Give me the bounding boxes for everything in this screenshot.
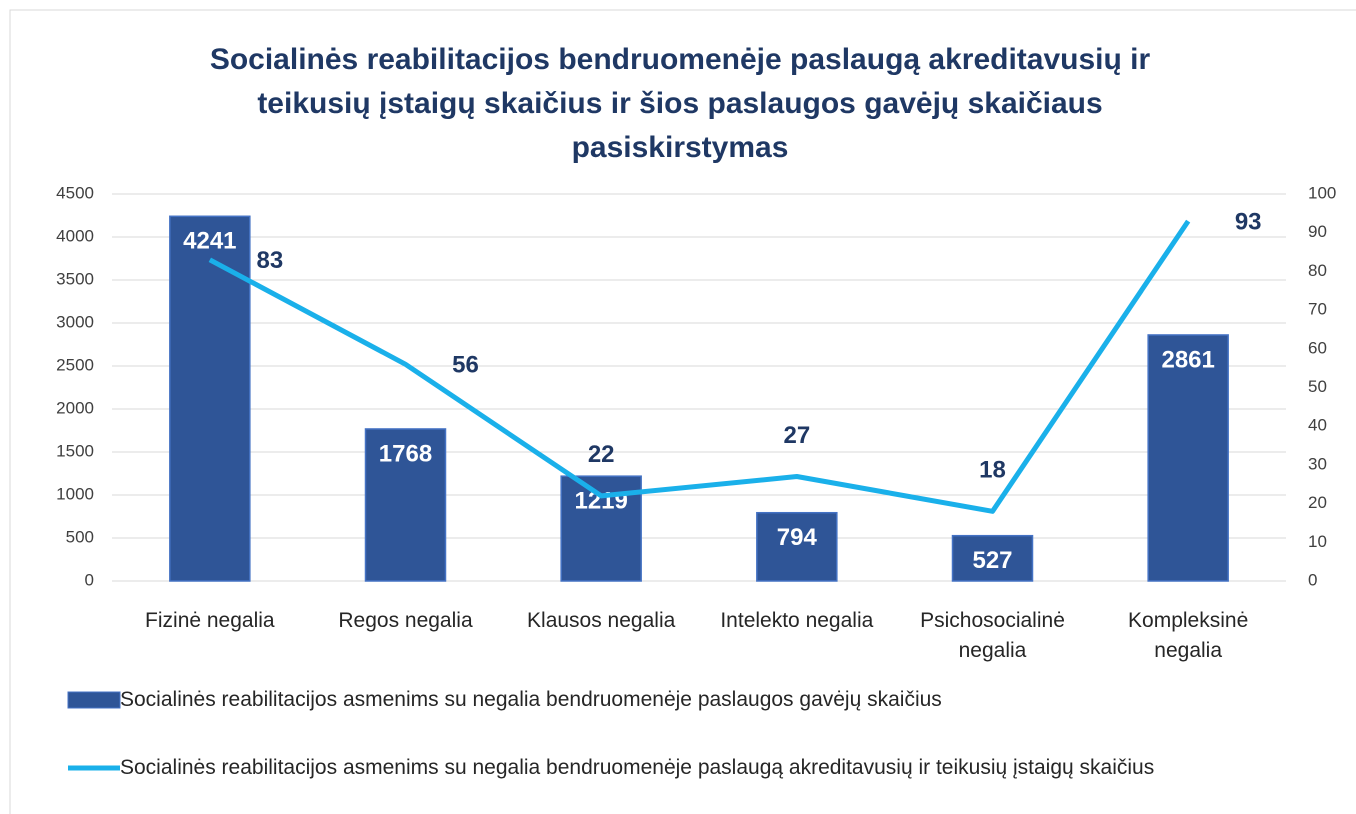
x-tick-label: Intelekto negalia bbox=[720, 609, 874, 632]
y2-tick-label: 80 bbox=[1308, 261, 1327, 280]
y-tick-label: 1500 bbox=[56, 441, 94, 460]
y-tick-label: 3000 bbox=[56, 312, 94, 331]
line-value-label: 83 bbox=[256, 247, 283, 274]
bar bbox=[951, 534, 1034, 582]
legend-swatch bbox=[67, 691, 121, 709]
bar-value-label: 4241 bbox=[183, 228, 236, 255]
bar-value-label: 794 bbox=[777, 524, 818, 551]
legend-text: Socialinės reabilitacijos asmenims su ne… bbox=[120, 756, 1155, 779]
bar-value-label: 2861 bbox=[1161, 346, 1214, 373]
y2-tick-label: 50 bbox=[1308, 377, 1327, 396]
y2-tick-label: 90 bbox=[1308, 222, 1327, 241]
line bbox=[208, 219, 1191, 514]
y2-tick-label: 20 bbox=[1308, 493, 1327, 512]
line-value-label: 27 bbox=[783, 422, 810, 449]
chart-title: Socialinės reabilitacijos bendruomenėje … bbox=[209, 43, 1151, 164]
x-tick-label: Psichosocialinė negalia bbox=[920, 609, 1065, 662]
line-value-label: 22 bbox=[588, 441, 615, 468]
y-tick-label: 3500 bbox=[56, 269, 94, 288]
y2-tick-label: 10 bbox=[1308, 532, 1327, 551]
x-tick-label: Fizinė negalia bbox=[145, 609, 275, 632]
y2-tick-label: 30 bbox=[1308, 454, 1327, 473]
legend-text: Socialinės reabilitacijos asmenims su ne… bbox=[120, 688, 942, 711]
line-value-label: 18 bbox=[979, 457, 1006, 484]
y-tick-label: 0 bbox=[85, 570, 94, 589]
bar bbox=[1147, 334, 1229, 582]
x-tick-label: Regos negalia bbox=[338, 609, 473, 632]
frame bbox=[9, 9, 1356, 814]
x-tick-label: Klausos negalia bbox=[527, 609, 676, 632]
y2-tick-label: 0 bbox=[1308, 570, 1317, 589]
bar-value-label: 1768 bbox=[379, 440, 432, 467]
y-tick-label: 2000 bbox=[56, 398, 94, 417]
bar bbox=[364, 428, 447, 582]
line-value-label: 93 bbox=[1235, 208, 1262, 235]
y2-tick-label: 40 bbox=[1308, 416, 1327, 435]
y-tick-label: 4000 bbox=[56, 226, 94, 245]
y2-tick-label: 60 bbox=[1308, 338, 1327, 357]
x-tick-label: Kompleksinė negalia bbox=[1128, 609, 1249, 662]
bar-value-label: 527 bbox=[972, 547, 1012, 574]
y-tick-label: 1000 bbox=[56, 484, 94, 503]
y-tick-label: 2500 bbox=[56, 355, 94, 374]
line-value-label: 56 bbox=[452, 352, 479, 379]
y-tick-label: 500 bbox=[66, 527, 94, 546]
bar bbox=[169, 215, 251, 582]
y2-tick-label: 100 bbox=[1308, 183, 1336, 202]
y-tick-label: 4500 bbox=[56, 183, 94, 202]
bar bbox=[756, 511, 838, 582]
y2-tick-label: 70 bbox=[1308, 300, 1327, 319]
